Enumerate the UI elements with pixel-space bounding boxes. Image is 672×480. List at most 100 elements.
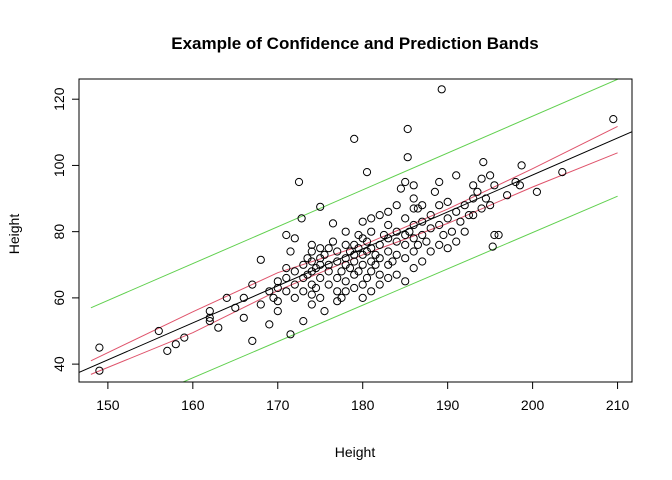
data-point	[362, 168, 372, 177]
data-point	[443, 197, 452, 206]
data-point	[239, 313, 248, 322]
data-point	[388, 257, 397, 266]
data-point	[443, 244, 452, 253]
data-point	[384, 273, 393, 283]
data-point	[517, 161, 526, 170]
data-point	[282, 273, 291, 283]
data-point	[384, 234, 393, 243]
data-point	[439, 230, 448, 240]
data-point	[384, 220, 393, 230]
data-point	[403, 153, 412, 162]
data-point	[494, 230, 503, 240]
data-point	[163, 346, 172, 355]
data-point	[307, 257, 316, 266]
prediction-band-upper	[90, 79, 618, 309]
data-point	[205, 307, 214, 316]
data-point	[452, 237, 461, 246]
data-point	[273, 297, 282, 306]
x-tick-label: 200	[521, 397, 545, 413]
data-point	[180, 333, 189, 342]
data-point	[316, 260, 325, 269]
x-axis-label: Height	[335, 444, 376, 460]
data-point	[409, 220, 418, 230]
data-point	[409, 181, 418, 190]
data-point	[401, 254, 410, 263]
data-point	[328, 237, 338, 246]
data-point	[375, 270, 384, 279]
data-point	[316, 202, 325, 211]
data-point	[532, 187, 542, 196]
data-point	[311, 283, 321, 293]
data-point	[95, 343, 104, 352]
data-point	[409, 234, 418, 243]
data-point	[392, 201, 401, 210]
data-point	[239, 293, 248, 302]
data-point	[375, 240, 384, 249]
prediction-band-lower	[181, 195, 618, 382]
data-point	[256, 300, 265, 309]
data-point	[248, 280, 257, 289]
data-point	[299, 287, 308, 296]
data-point	[299, 260, 308, 269]
data-point	[358, 293, 367, 302]
data-point	[307, 240, 316, 249]
regression-line	[79, 131, 632, 373]
data-point	[290, 280, 299, 289]
data-point	[341, 240, 350, 249]
data-point	[307, 290, 316, 299]
data-point	[418, 230, 427, 240]
data-point	[337, 267, 346, 276]
y-tick-label: 80	[51, 224, 67, 240]
data-point	[503, 191, 512, 200]
data-point	[273, 277, 282, 286]
x-tick-label: 210	[606, 397, 630, 413]
data-point	[214, 323, 223, 332]
data-point	[265, 320, 274, 329]
data-point	[477, 174, 486, 183]
data-point	[452, 207, 461, 216]
data-point	[350, 250, 359, 259]
data-point	[265, 287, 274, 296]
data-point	[333, 247, 342, 256]
scatter-points	[95, 85, 618, 375]
data-point	[401, 177, 410, 187]
data-point	[481, 194, 490, 203]
data-point	[350, 283, 359, 293]
data-point	[358, 217, 367, 226]
data-point	[413, 240, 422, 249]
data-point	[460, 201, 469, 210]
data-point	[222, 293, 231, 302]
data-point	[460, 227, 469, 236]
plot-lines	[79, 79, 632, 382]
data-point	[375, 211, 384, 220]
data-point	[282, 264, 291, 273]
data-point	[558, 168, 567, 177]
data-point	[479, 158, 488, 167]
x-tick-label: 170	[266, 397, 290, 413]
data-point	[290, 234, 299, 243]
data-point	[297, 214, 306, 223]
data-point	[456, 217, 465, 226]
data-point	[426, 211, 435, 220]
y-tick-label: 40	[51, 356, 67, 372]
x-axis: 150 160 170 180 190 200 210	[96, 381, 630, 413]
data-point	[286, 247, 295, 256]
data-point	[392, 270, 401, 279]
data-point	[422, 237, 431, 246]
data-point	[469, 181, 478, 190]
data-point	[371, 260, 380, 269]
data-point	[435, 240, 444, 249]
data-point	[248, 336, 257, 345]
data-point	[337, 293, 346, 302]
data-point	[447, 227, 456, 236]
data-point	[488, 242, 497, 251]
data-point	[95, 366, 104, 375]
data-point	[286, 330, 295, 339]
data-point	[154, 326, 163, 336]
data-point	[362, 273, 372, 283]
data-point	[341, 277, 350, 286]
data-point	[205, 317, 214, 326]
data-point	[350, 134, 359, 143]
data-point	[290, 267, 299, 276]
x-tick-label: 180	[351, 397, 375, 413]
